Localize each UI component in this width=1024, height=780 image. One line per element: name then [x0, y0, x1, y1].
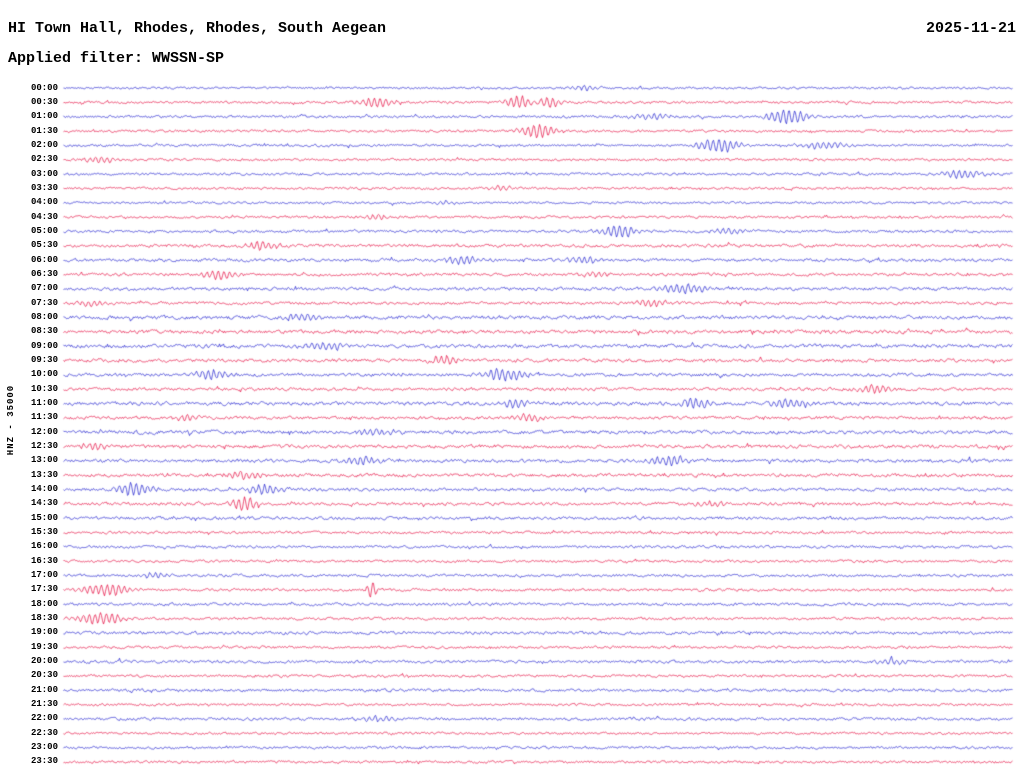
seismogram-page: HI Town Hall, Rhodes, Rhodes, South Aege…	[0, 0, 1024, 780]
seismogram-canvas	[0, 0, 1024, 780]
